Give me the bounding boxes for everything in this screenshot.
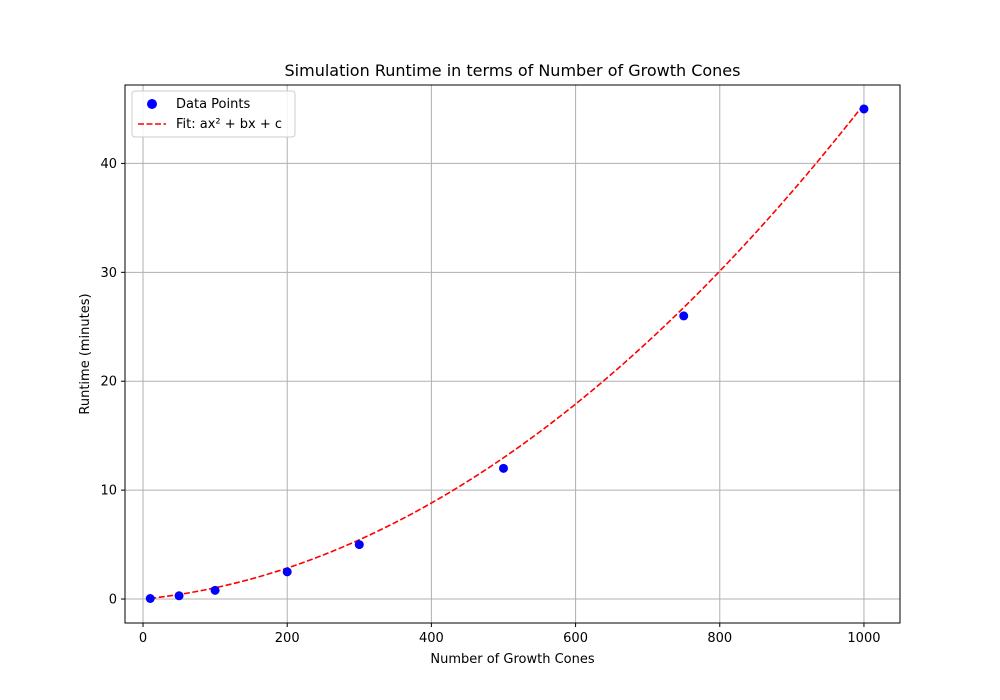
x-tick-label: 0 — [139, 631, 147, 646]
data-point — [354, 540, 364, 550]
x-tick-label: 1000 — [847, 631, 880, 646]
y-axis-label: Runtime (minutes) — [78, 293, 93, 414]
x-axis-label: Number of Growth Cones — [430, 652, 594, 667]
data-points-layer — [145, 104, 869, 603]
fit-line-layer — [150, 103, 865, 600]
y-tick-label: 10 — [100, 484, 117, 499]
legend-label-data-points: Data Points — [176, 97, 250, 112]
legend-marker-data-points — [147, 99, 157, 109]
data-point — [210, 585, 220, 595]
plot-frame — [124, 84, 901, 624]
x-tick-label: 200 — [275, 631, 300, 646]
chart-title: Simulation Runtime in terms of Number of… — [285, 61, 741, 80]
y-tick-label: 30 — [100, 266, 117, 281]
legend-label-fit: Fit: ax² + bx + c — [176, 117, 282, 132]
x-tick-label: 600 — [563, 631, 588, 646]
legend-box — [131, 90, 296, 138]
y-axis: 0 10 20 30 40 — [100, 157, 125, 608]
x-tick-label: 800 — [707, 631, 732, 646]
y-tick-label: 40 — [100, 157, 117, 172]
y-tick-label: 20 — [100, 375, 117, 390]
x-axis: 0 200 400 600 800 1000 — [139, 623, 881, 646]
fit-line — [150, 103, 865, 600]
data-point — [859, 104, 869, 114]
data-point — [679, 311, 689, 321]
x-tick-label: 400 — [419, 631, 444, 646]
data-point — [174, 591, 184, 601]
data-point — [282, 567, 292, 577]
y-tick-label: 0 — [109, 593, 117, 608]
data-point — [145, 593, 155, 603]
legend: Data Points Fit: ax² + bx + c — [131, 90, 296, 138]
grid — [125, 85, 900, 623]
data-point — [498, 463, 508, 473]
